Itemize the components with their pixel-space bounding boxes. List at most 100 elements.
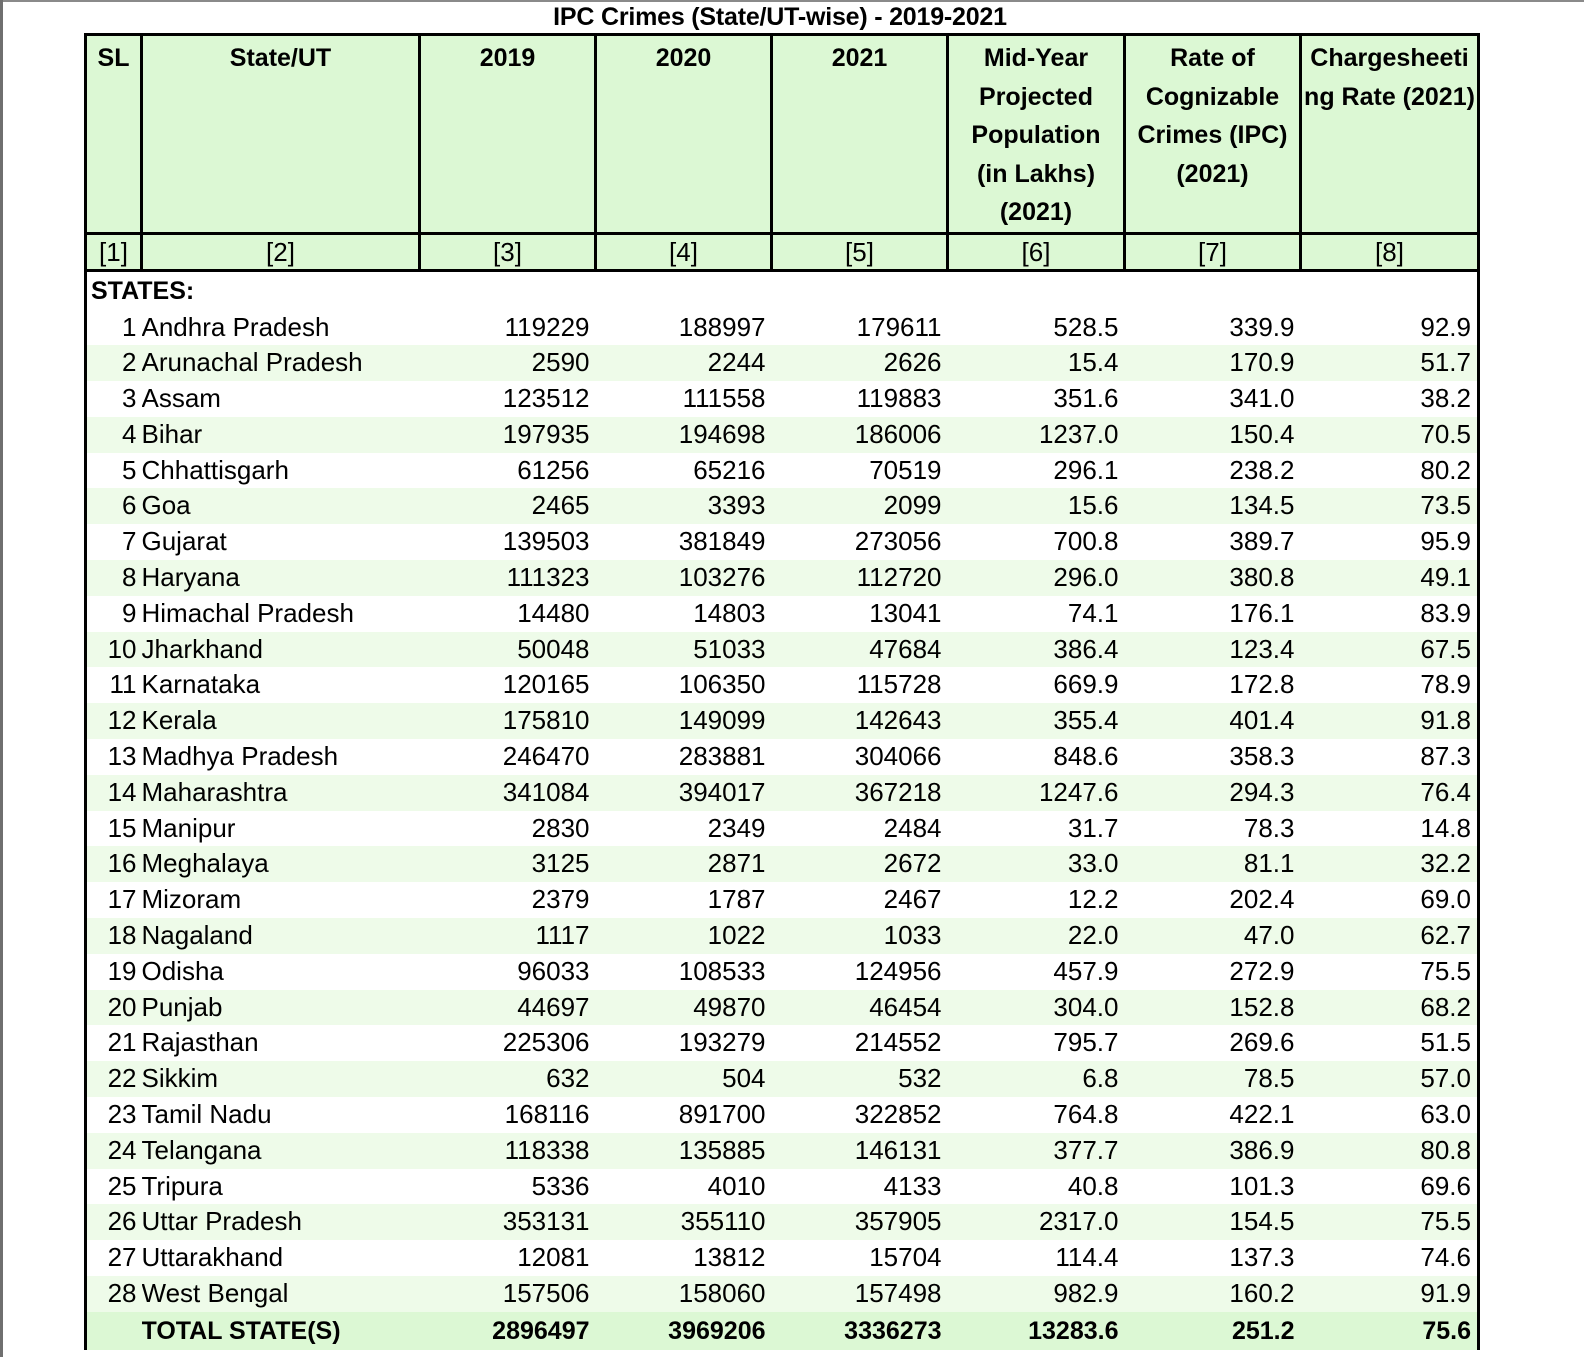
- cell-chargesheeting-rate: 74.6: [1300, 1240, 1480, 1277]
- cell-2020: 355110: [595, 1204, 772, 1241]
- cell-population: 15.6: [947, 488, 1125, 525]
- table-row[interactable]: 9 Himachal Pradesh 14480 14803 13041 74.1 176.…: [84, 595, 1480, 632]
- row-serial: 24: [84, 1132, 142, 1169]
- column-number: [3]: [418, 231, 597, 272]
- cell-2020: 108533: [678, 955, 766, 986]
- column-header-sl[interactable]: SL: [84, 33, 143, 235]
- cell-2021: 157498: [771, 1276, 948, 1312]
- table-row[interactable]: 12 Kerala 175810 149099 142643 355.4 401.4 91.8: [84, 703, 1480, 740]
- cell-population: 848.6: [1053, 741, 1119, 772]
- table-row[interactable]: 17 Mizoram 2379 1787 2467 12.2 202.4 69.0: [84, 882, 1480, 919]
- row-state-name: Assam: [141, 383, 221, 414]
- column-header-crime-rate[interactable]: Rate of Cognizable Crimes (IPC) (2021): [1123, 33, 1302, 235]
- table-row[interactable]: 10 Jharkhand 50048 51033 47684 386.4 123.4 67.5: [84, 631, 1480, 668]
- cell-crime-rate: 380.8: [1124, 560, 1301, 596]
- cell-crime-rate: 134.5: [1124, 488, 1301, 525]
- table-row[interactable]: 26 Uttar Pradesh 353131 355110 357905 2317.0 1…: [84, 1204, 1480, 1241]
- table-row[interactable]: 22 Sikkim 632 504 532 6.8 78.5 57.0: [84, 1061, 1480, 1098]
- cell-crime-rate: 176.1: [1229, 597, 1295, 628]
- cell-2021: 115728: [856, 669, 942, 700]
- row-serial: 19: [84, 953, 142, 990]
- cell-chargesheeting-rate: 49.1: [1300, 560, 1480, 596]
- table-row[interactable]: 27 Uttarakhand 12081 13812 15704 114.4 137.3 74…: [84, 1240, 1480, 1277]
- table-row[interactable]: 25 Tripura 5336 4010 4133 40.8 101.3 69.6: [84, 1168, 1480, 1205]
- column-number: [1]: [84, 231, 143, 272]
- table-row[interactable]: 5 Chhattisgarh 61256 65216 70519 296.1 238.2 80…: [84, 452, 1480, 489]
- cell-chargesheeting-rate: 87.3: [1300, 739, 1480, 775]
- cell-chargesheeting-rate: 80.2: [1300, 452, 1480, 489]
- cell-2021: 2467: [883, 884, 942, 915]
- cell-crime-rate: 137.3: [1229, 1242, 1295, 1273]
- cell-crime-rate: 123.4: [1124, 631, 1301, 668]
- cell-2021: 2099: [771, 488, 948, 525]
- cell-2021: 273056: [854, 526, 942, 557]
- table-row[interactable]: 24 Telangana 118338 135885 146131 377.7 386.9 8…: [84, 1132, 1480, 1169]
- row-serial: 7: [84, 524, 142, 561]
- cell-crime-rate: 150.4: [1124, 416, 1301, 453]
- cell-chargesheeting-rate: 91.8: [1300, 703, 1480, 740]
- row-state-name: Kerala: [141, 703, 420, 740]
- cell-crime-rate: 154.5: [1124, 1204, 1301, 1241]
- column-header-chargesheeting[interactable]: Chargesheeting Rate (2021): [1299, 33, 1480, 235]
- cell-2019: 632: [419, 1061, 596, 1098]
- cell-2020: 193279: [678, 1027, 766, 1058]
- table-row[interactable]: 15 Manipur 2830 2349 2484 31.7 78.3 14.8: [84, 810, 1480, 847]
- total-row[interactable]: TOTAL STATE(S) 2896497 3969206 3336273 13283…: [84, 1311, 1480, 1350]
- cell-2020: 194698: [595, 416, 772, 453]
- table-row[interactable]: 1 Andhra Pradesh 119229 188997 179611 528.5 33…: [84, 309, 1480, 346]
- table-row[interactable]: 3 Assam 123512 111558 119883 351.6 341.0 38.2: [84, 381, 1480, 417]
- row-serial: 2: [84, 345, 142, 382]
- cell-crime-rate: 294.3: [1124, 774, 1301, 811]
- cell-chargesheeting-rate: 14.8: [1300, 810, 1480, 847]
- cell-2021: 15704: [869, 1242, 942, 1273]
- table-row[interactable]: 13 Madhya Pradesh 246470 283881 304066 848.6 3…: [84, 739, 1480, 775]
- table-row[interactable]: 6 Goa 2465 3393 2099 15.6 134.5 73.5: [84, 488, 1480, 525]
- section-label: STATES:: [84, 270, 1480, 310]
- row-serial: 15: [84, 810, 142, 847]
- table-row[interactable]: 20 Punjab 44697 49870 46454 304.0 152.8 68.2: [84, 989, 1480, 1026]
- cell-2020: 13812: [693, 1242, 766, 1273]
- column-header-2019[interactable]: 2019: [418, 33, 597, 235]
- table-row[interactable]: 14 Maharashtra 341084 394017 367218 1247.6 294…: [84, 774, 1480, 811]
- column-header-population[interactable]: Mid-Year Projected Population (in Lakhs)…: [946, 33, 1126, 235]
- cell-chargesheeting-rate: 69.0: [1300, 882, 1480, 919]
- table-row[interactable]: 21 Rajasthan 225306 193279 214552 795.7 269.6 5…: [84, 1025, 1480, 1062]
- table-row[interactable]: 23 Tamil Nadu 168116 891700 322852 764.8 422.1…: [84, 1097, 1480, 1133]
- cell-2020: 2871: [595, 846, 772, 883]
- column-header-2020[interactable]: 2020: [594, 33, 773, 235]
- cell-2020: 111558: [682, 383, 766, 414]
- cell-2019: 2590: [419, 345, 596, 382]
- cell-2019: 118338: [419, 1132, 596, 1169]
- cell-chargesheeting-rate: 51.7: [1300, 345, 1480, 382]
- row-state-name: Chhattisgarh: [141, 454, 289, 485]
- cell-2021: 112720: [771, 560, 948, 596]
- cell-crime-rate: 422.1: [1229, 1099, 1295, 1130]
- row-state-name: Nagaland: [141, 918, 420, 954]
- cell-2021: 186006: [771, 416, 948, 453]
- table-row[interactable]: 11 Karnataka 120165 106350 115728 669.9 172.8 7…: [84, 667, 1480, 704]
- row-serial: 10: [84, 631, 142, 668]
- row-serial: 12: [84, 703, 142, 740]
- row-state-name: Punjab: [141, 989, 420, 1026]
- cell-2021: 4133: [883, 1170, 942, 1201]
- cell-2020: 65216: [693, 454, 766, 485]
- table-row[interactable]: 18 Nagaland 1117 1022 1033 22.0 47.0 62.7: [84, 918, 1480, 954]
- table-row[interactable]: 4 Bihar 197935 194698 186006 1237.0 150.4 70.5: [84, 416, 1480, 453]
- row-state-name: Odisha: [141, 955, 224, 986]
- table-row[interactable]: 7 Gujarat 139503 381849 273056 700.8 389.7 95.9: [84, 524, 1480, 561]
- table-row[interactable]: 8 Haryana 111323 103276 112720 296.0 380.8 49.1: [84, 560, 1480, 596]
- cell-2021: 2672: [771, 846, 948, 883]
- row-state-name: West Bengal: [141, 1276, 420, 1312]
- table-row[interactable]: 28 West Bengal 157506 158060 157498 982.9 160.…: [84, 1276, 1480, 1312]
- column-header-2021[interactable]: 2021: [770, 33, 949, 235]
- cell-2019: 157506: [419, 1276, 596, 1312]
- column-header-state[interactable]: State/UT: [140, 33, 421, 235]
- table-row[interactable]: 19 Odisha 96033 108533 124956 457.9 272.9 75.5: [84, 953, 1480, 990]
- table-row[interactable]: 2 Arunachal Pradesh 2590 2244 2626 15.4 170.9 5…: [84, 345, 1480, 382]
- cell-population: 528.5: [1053, 311, 1119, 342]
- cell-chargesheeting-rate: 57.0: [1300, 1061, 1480, 1098]
- row-state-name: Haryana: [141, 560, 420, 596]
- cell-2020: 381849: [678, 526, 766, 557]
- cell-crime-rate: 78.5: [1124, 1061, 1301, 1098]
- table-row[interactable]: 16 Meghalaya 3125 2871 2672 33.0 81.1 32.2: [84, 846, 1480, 883]
